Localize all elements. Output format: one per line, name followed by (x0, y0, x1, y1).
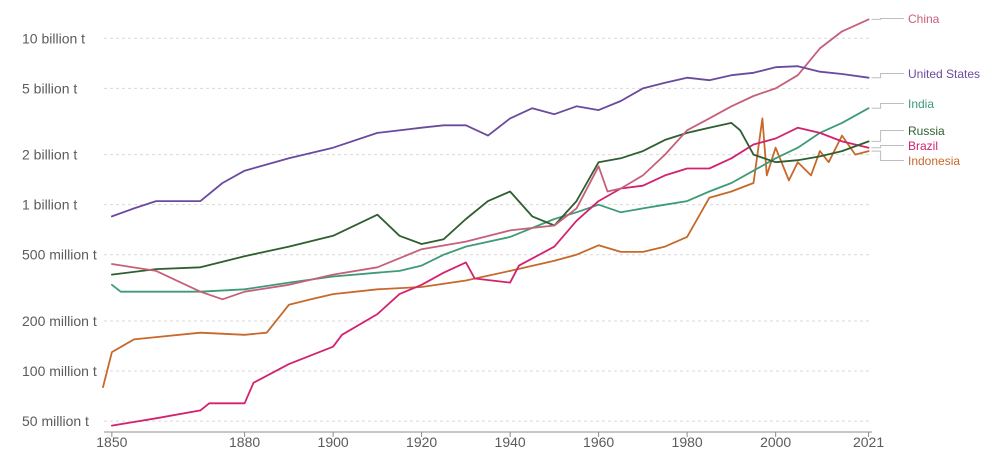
legend-label-china: China (908, 12, 940, 26)
y-tick-label: 200 million t (22, 313, 97, 329)
legend-label-russia: Russia (908, 124, 945, 138)
legend-connector (871, 150, 904, 161)
x-tick-label: 1960 (583, 434, 614, 450)
x-axis-tick-labels: 1850 1880 1900 1920 1940 1960 1980 2000 2021 (96, 434, 884, 450)
y-tick-label: 1 billion t (22, 197, 77, 213)
series-line-china (111, 18, 870, 301)
legend-label-indonesia: Indonesia (908, 154, 960, 168)
x-tick-label: 1850 (96, 434, 127, 450)
x-tick-label: 1940 (495, 434, 526, 450)
legend-connector (871, 130, 904, 142)
series-line-indonesia (102, 117, 870, 388)
legend-connector (871, 103, 904, 109)
series-line-russia (111, 122, 870, 276)
legend-connector (871, 18, 904, 20)
x-tick-label: 1900 (318, 434, 349, 450)
legend-connector (871, 145, 904, 149)
x-tick-label: 1880 (229, 434, 260, 450)
x-tick-label: 2021 (853, 434, 884, 450)
x-tick-label: 1920 (406, 434, 437, 450)
legend-label-india: India (908, 97, 934, 111)
grid (104, 37, 872, 422)
y-axis-tick-labels: 10 billion t 5 billion t 2 billion t 1 bill… (22, 30, 97, 429)
y-tick-label: 50 million t (22, 413, 89, 429)
x-tick-label: 1980 (672, 434, 703, 450)
series-line-united-states (111, 65, 870, 218)
x-axis (104, 431, 872, 437)
legend-label-brazil: Brazil (908, 139, 938, 153)
series-lines (102, 18, 870, 427)
legend-label-united-states: United States (908, 67, 980, 81)
y-tick-label: 5 billion t (22, 80, 77, 96)
y-tick-label: 100 million t (22, 363, 97, 379)
y-tick-label: 10 billion t (22, 30, 85, 46)
legend-connector (871, 73, 904, 79)
series-line-india (111, 107, 870, 293)
x-tick-label: 2000 (760, 434, 791, 450)
y-tick-label: 2 billion t (22, 147, 77, 163)
legend: China United States India RussiaBrazilIndon… (871, 12, 980, 168)
y-tick-label: 500 million t (22, 247, 97, 263)
